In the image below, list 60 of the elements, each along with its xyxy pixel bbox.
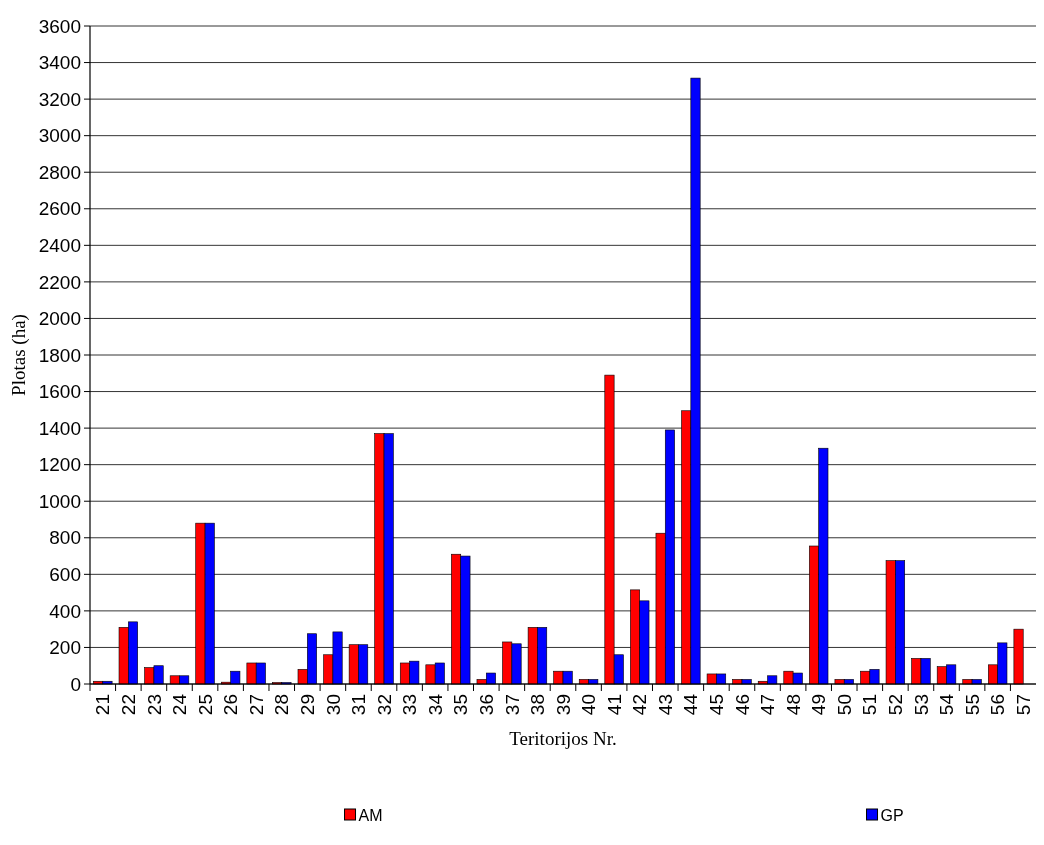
y-tick-label: 1000 [38, 490, 81, 512]
x-tick-label: 35 [450, 694, 472, 716]
x-tick-label: 43 [654, 694, 676, 716]
x-tick-label: 41 [603, 694, 625, 716]
x-tick-label: 53 [910, 694, 932, 716]
x-tick-label: 24 [169, 693, 191, 716]
x-tick-label: 30 [322, 694, 344, 716]
x-tick-label: 34 [424, 693, 446, 716]
x-tick-label: 23 [143, 694, 165, 716]
x-tick-label: 40 [578, 694, 600, 716]
x-tick-label: 45 [706, 694, 728, 716]
x-tick-label: 49 [808, 694, 830, 716]
x-tick-label: 57 [1012, 694, 1034, 716]
y-tick-label: 800 [49, 527, 81, 549]
x-tick-label: 55 [961, 694, 983, 716]
x-tick-label: 26 [220, 694, 242, 716]
y-tick-label: 1800 [38, 344, 81, 366]
x-tick-label: 37 [501, 694, 523, 716]
y-tick-label: 1600 [38, 381, 81, 403]
y-tick-label: 2400 [38, 234, 81, 256]
x-tick-label: 46 [731, 694, 753, 716]
y-tick-label: 2600 [38, 198, 81, 220]
x-tick-label: 22 [118, 694, 139, 716]
y-tick-label: 1400 [38, 417, 81, 439]
y-tick-label: 3600 [38, 15, 81, 37]
y-tick-label: 2000 [38, 308, 81, 330]
x-tick-label: 33 [399, 694, 421, 716]
y-tick-label: 400 [49, 600, 81, 622]
x-tick-label: 36 [475, 694, 497, 716]
x-tick-label: 50 [833, 694, 855, 716]
x-tick-label: 39 [552, 694, 574, 716]
y-tick-label: 200 [49, 637, 81, 659]
x-tick-label: 54 [936, 693, 958, 716]
y-tick-label: 2200 [38, 271, 81, 293]
legend-label: AM [358, 806, 383, 824]
x-tick-label: 21 [92, 694, 114, 716]
x-tick-label: 56 [987, 694, 1009, 716]
x-tick-label: 51 [859, 694, 881, 716]
x-tick-label: 38 [527, 694, 549, 716]
x-tick-label: 44 [680, 693, 702, 716]
x-tick-label: 42 [629, 694, 651, 716]
y-tick-label: 600 [49, 563, 81, 585]
x-tick-label: 48 [782, 694, 804, 716]
y-tick-label: 0 [70, 673, 81, 695]
x-tick-label: 28 [271, 694, 293, 716]
x-tick-label: 27 [245, 694, 267, 716]
y-tick-label: 3200 [38, 88, 81, 110]
x-tick-label: 31 [348, 694, 370, 716]
y-tick-label: 1200 [38, 454, 81, 476]
y-axis-title: Plotas (ha) [8, 314, 30, 396]
x-tick-label: 47 [757, 694, 779, 716]
x-tick-label: 52 [885, 694, 907, 716]
legend-label: GP [880, 806, 904, 824]
y-tick-label: 3400 [38, 52, 81, 74]
x-tick-label: 25 [194, 694, 216, 716]
y-tick-label: 3000 [38, 125, 81, 147]
x-axis-title: Teritorijos Nr. [509, 728, 617, 749]
y-tick-label: 2800 [38, 161, 81, 183]
x-tick-label: 32 [373, 694, 395, 716]
x-tick-label: 29 [296, 694, 318, 716]
